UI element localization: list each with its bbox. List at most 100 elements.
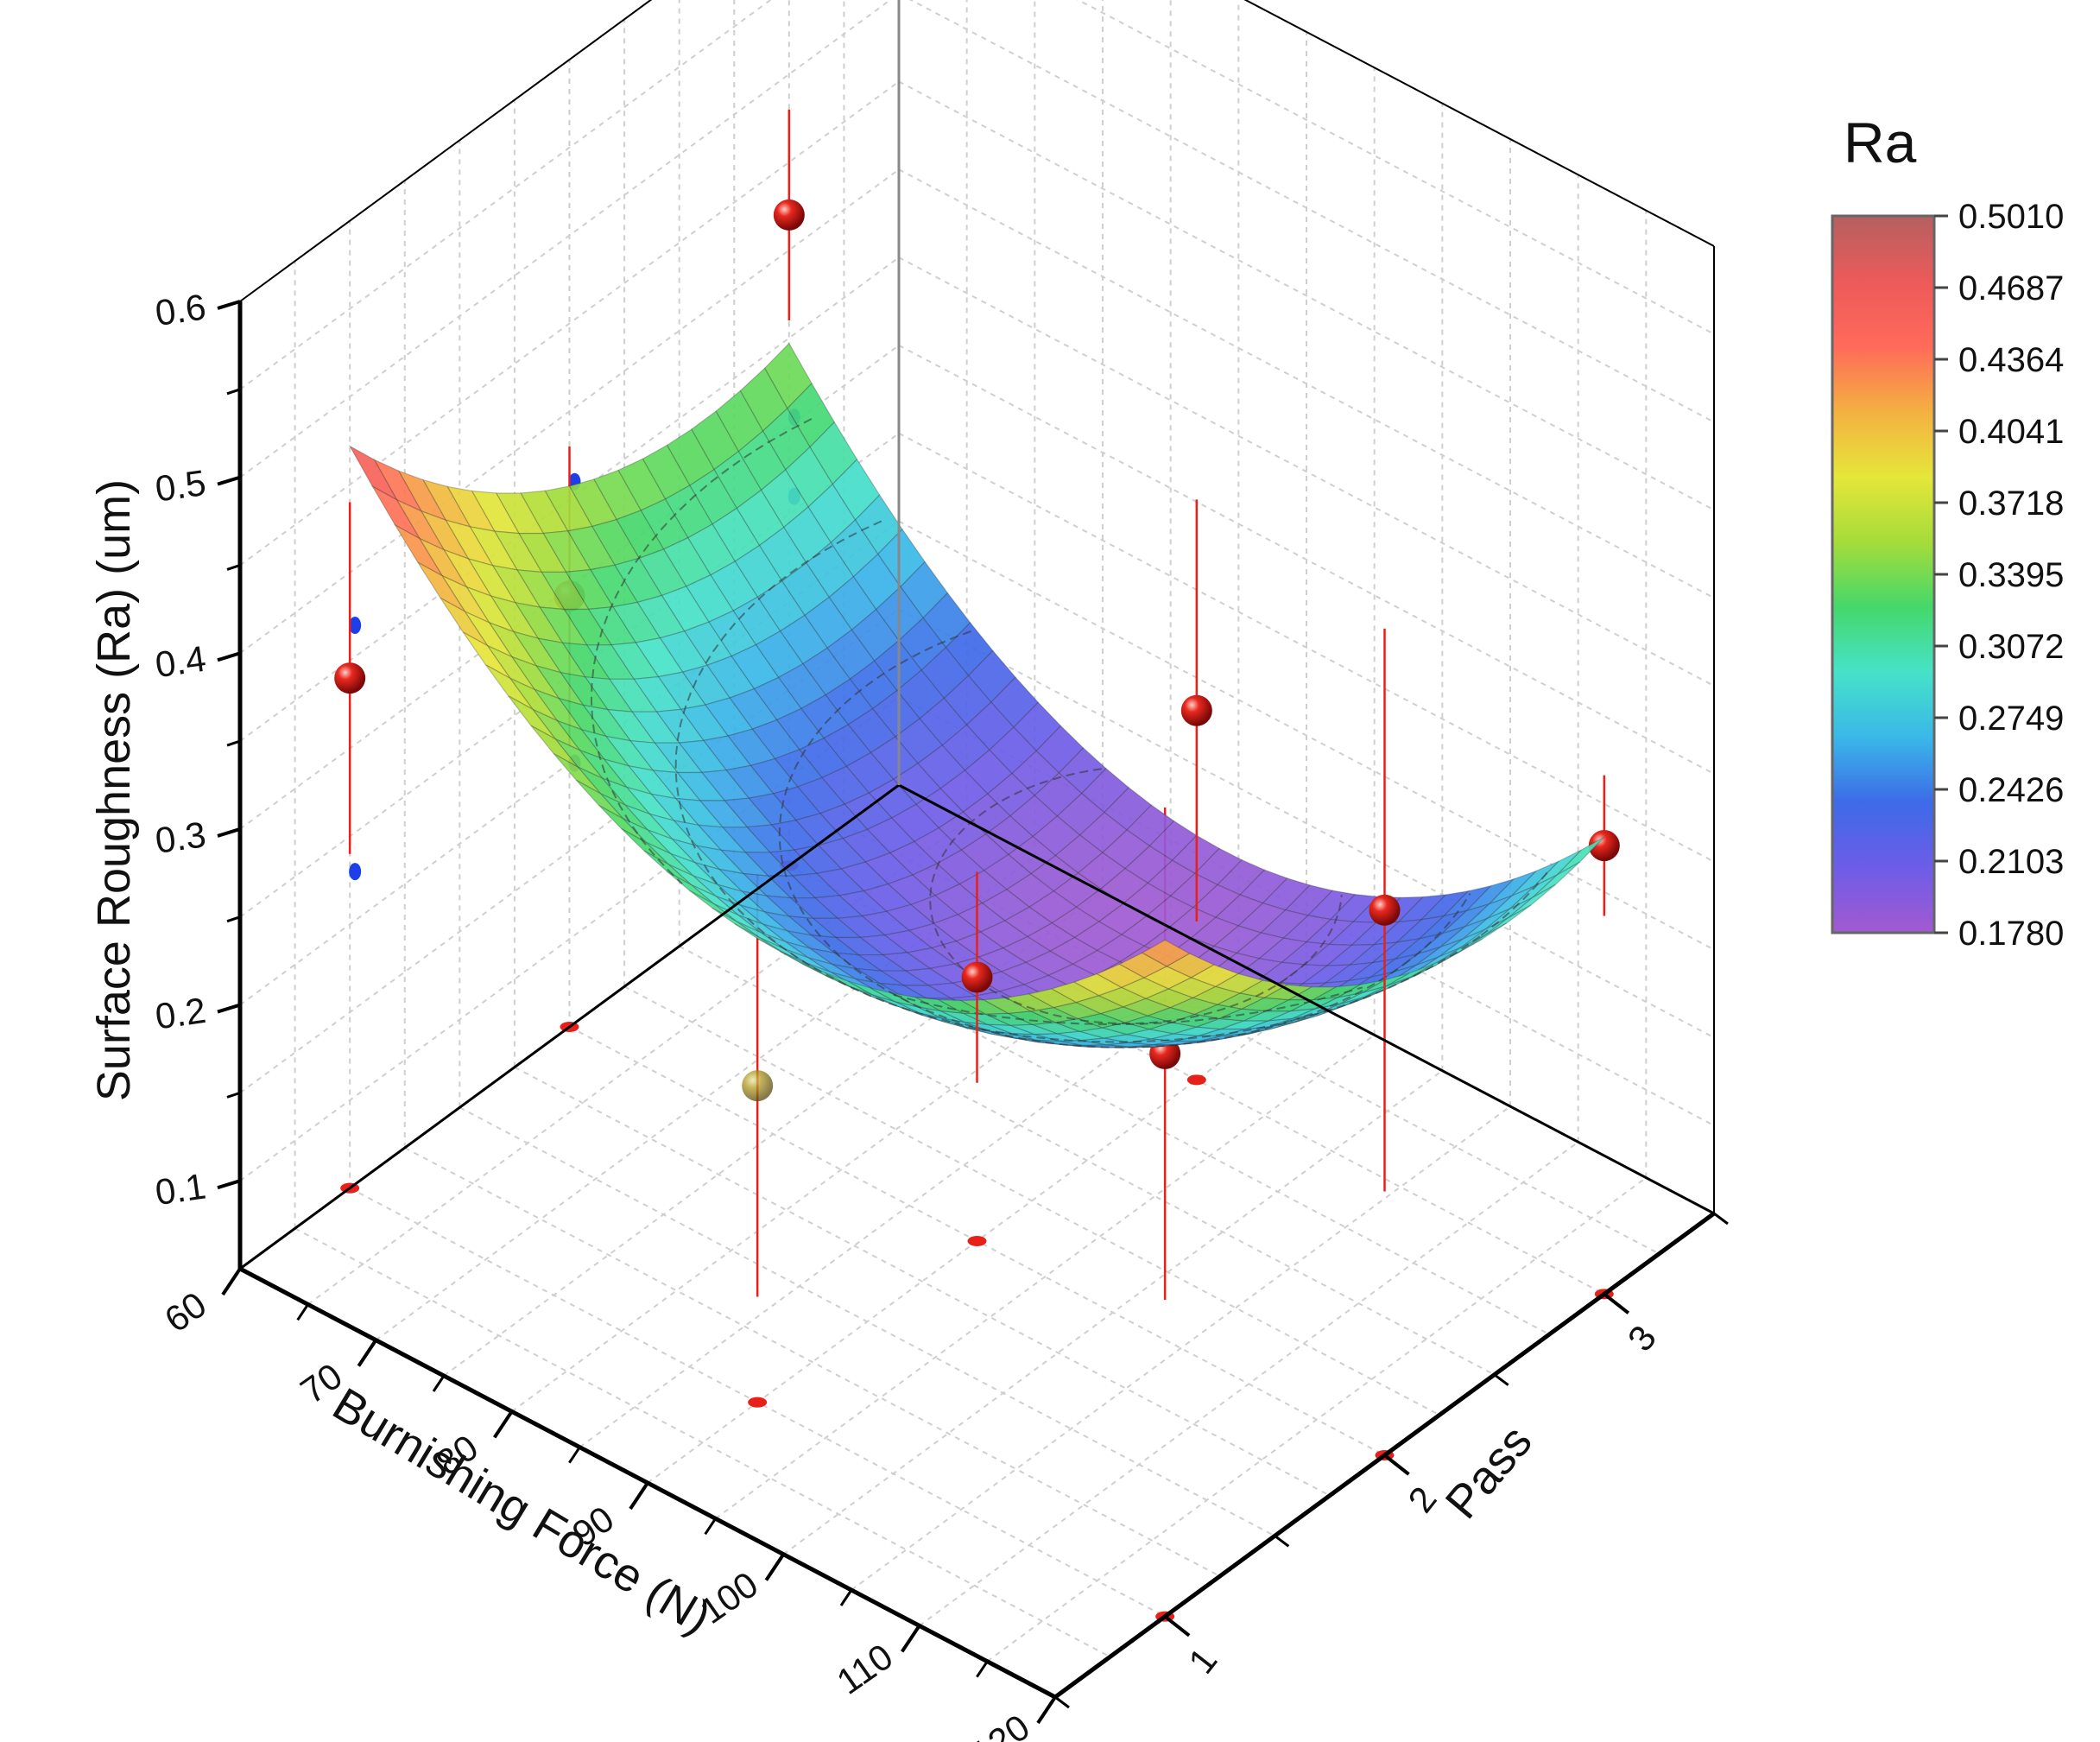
y-minor-tick <box>1054 1695 1070 1709</box>
floor-grid-y <box>733 905 1550 1335</box>
colorbar-title: Ra <box>1844 111 1917 174</box>
x-tick-mark <box>764 1553 785 1581</box>
top-left-edge <box>239 0 653 302</box>
colorbar-tick-label: 0.5010 <box>1958 198 2064 236</box>
y-minor-tick <box>1274 1535 1290 1548</box>
colorbar-ticks: 0.5010 0.4687 0.4364 0.4041 0.3718 0.3395 0.30… <box>1934 198 2064 953</box>
floor-right-edge <box>898 783 1715 1215</box>
y-tick-mark <box>1163 1615 1191 1637</box>
data-points <box>773 199 1401 993</box>
z-minor-tick <box>226 388 241 396</box>
surface-patch <box>1458 922 1508 953</box>
z-tick-label: 0.1 <box>153 1166 208 1213</box>
colorbar-tick-label: 0.3718 <box>1958 485 2064 523</box>
floor-grid-y <box>294 1227 1111 1658</box>
wall-grid-z2 <box>898 345 1715 775</box>
fitted-surface <box>348 342 1605 1048</box>
top-right-edge <box>1243 0 1715 247</box>
wall-grid-z <box>239 0 892 478</box>
x-tick-mark <box>1036 1695 1057 1725</box>
z-minor-tick <box>226 915 241 923</box>
y-tick-label: 2 <box>1400 1479 1444 1519</box>
data-point <box>1369 894 1401 926</box>
colorbar-tick-label: 0.4041 <box>1958 413 2064 451</box>
y-tick-mark <box>1383 1454 1410 1476</box>
z-tick-label: 0.4 <box>153 638 208 686</box>
data-point <box>742 1070 774 1102</box>
floor-grid-y <box>459 1106 1275 1537</box>
contour-line <box>778 630 1471 1048</box>
x-minor-tick <box>976 1660 989 1678</box>
wall-grid-z2 <box>898 168 1715 599</box>
x-tick-mark <box>629 1481 649 1511</box>
wall-grid-z2 <box>898 257 1715 687</box>
wall-grid-z <box>239 608 900 1094</box>
colorbar-tick-label: 0.2426 <box>1958 771 2064 809</box>
data-point <box>961 961 993 993</box>
z-minor-tick <box>226 1091 241 1099</box>
x-tick-label: 110 <box>829 1636 900 1702</box>
surface-patch <box>1262 984 1313 1001</box>
floor-back-edge <box>239 783 900 1270</box>
colorbar-tick-label: 0.4687 <box>1958 269 2064 307</box>
z-tick-label: 0.2 <box>153 990 208 1037</box>
colorbar-tick-label: 0.3395 <box>1958 556 2064 594</box>
surface-patch <box>1386 963 1434 987</box>
data-point <box>334 662 366 694</box>
floor-grid-y <box>404 1147 1221 1577</box>
wall-projection <box>349 863 362 881</box>
z-tick-mark <box>217 300 241 310</box>
x-minor-tick <box>839 1589 853 1606</box>
z-minor-tick <box>226 564 241 571</box>
x-minor-tick <box>296 1303 309 1321</box>
y-minor-tick <box>1713 1212 1729 1226</box>
wall-grid-z2 <box>898 608 1715 1039</box>
floor-grid-y <box>843 824 1660 1255</box>
floor-footprint <box>748 1397 768 1408</box>
wall-grid-z2 <box>1076 0 1715 335</box>
data-point <box>1180 694 1212 726</box>
surface-patch <box>1312 984 1361 1001</box>
z-tick-mark <box>217 475 241 486</box>
floor-footprint <box>1186 1074 1206 1086</box>
floor-grid-x <box>375 855 1035 1341</box>
wall-grid-z <box>239 696 900 1181</box>
surface-patch <box>1141 939 1191 967</box>
colorbar-bar <box>1831 214 1936 934</box>
x-tick-mark <box>493 1410 514 1439</box>
y-minor-tick <box>1493 1373 1509 1386</box>
y-tick-label: 1 <box>1180 1640 1224 1681</box>
floor-grid-y <box>679 945 1496 1376</box>
y-axis-title: Pass <box>1436 1416 1542 1529</box>
z-tick-mark <box>217 651 241 662</box>
z-tick-mark <box>217 827 241 838</box>
colorbar-tick-label: 0.2749 <box>1958 700 2064 738</box>
floor-grid-x <box>715 1034 1376 1520</box>
surface-patch <box>1214 972 1264 994</box>
z-tick-mark <box>217 1003 241 1014</box>
x-minor-tick <box>432 1375 446 1392</box>
floor-grid-x <box>511 927 1172 1413</box>
wall-grid-z <box>239 0 772 390</box>
z-tick-mark <box>217 1179 241 1190</box>
x-tick-mark <box>221 1267 242 1296</box>
x-tick-label: 120 <box>965 1707 1037 1742</box>
wall-projection <box>349 617 362 635</box>
wall-grid-z2 <box>898 432 1715 863</box>
z-minor-tick <box>226 739 241 747</box>
x-minor-tick <box>704 1517 717 1536</box>
surface-contours <box>590 418 1549 1048</box>
z-axis-title: Surface Roughness (Ra) (um) <box>88 479 140 1101</box>
data-point <box>1588 830 1620 862</box>
contour-line <box>590 418 1363 1026</box>
colorbar-tick-label: 0.2103 <box>1958 843 2064 881</box>
z-tick-label: 0.5 <box>153 462 208 510</box>
colorbar-tick-label: 0.4364 <box>1958 341 2064 379</box>
colorbar-tick-label: 0.3072 <box>1958 628 2064 666</box>
wall-grid-z <box>239 80 900 567</box>
floor-grid-x <box>851 1105 1511 1591</box>
wall-grid-z2 <box>898 80 1715 511</box>
z-tick-label: 0.3 <box>153 814 208 861</box>
colorbar-tick-label: 0.1780 <box>1958 915 2064 953</box>
